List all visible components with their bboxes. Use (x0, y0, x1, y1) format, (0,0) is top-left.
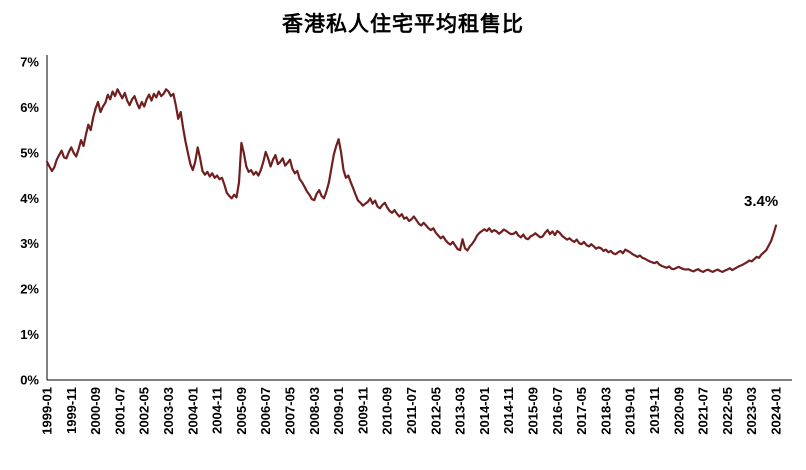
x-tick-label: 2005-09 (234, 387, 249, 435)
y-tick-label: 6% (20, 100, 39, 115)
x-tick-label: 2009-01 (331, 387, 346, 435)
x-tick-label: 1999-11 (64, 387, 79, 434)
y-tick-label: 7% (20, 55, 39, 70)
x-tick-label: 2019-11 (647, 387, 662, 434)
x-tick-label: 2009-11 (355, 387, 370, 434)
y-tick-label: 2% (20, 282, 39, 297)
x-tick-label: 2004-01 (185, 387, 200, 435)
y-tick-label: 0% (20, 373, 39, 388)
series-line (45, 88, 778, 273)
x-tick-label: 2007-05 (283, 387, 298, 435)
x-tick-label: 2021-07 (696, 387, 711, 435)
x-tick-label: 2020-09 (671, 387, 686, 435)
y-tick-label: 3% (20, 236, 39, 251)
x-tick-label: 2002-05 (137, 387, 152, 435)
y-tick-label: 4% (20, 191, 39, 206)
chart-title: 香港私人住宅平均租售比 (282, 13, 524, 36)
x-tick-label: 2014-01 (477, 387, 492, 435)
x-tick-label: 2019-01 (623, 387, 638, 435)
x-tick-label: 2018-03 (598, 387, 613, 435)
x-tick-label: 2011-07 (404, 387, 419, 434)
x-tick-label: 2016-07 (550, 387, 565, 435)
y-tick-label: 1% (20, 327, 39, 342)
x-tick-label: 2012-05 (428, 387, 443, 435)
x-tick-label: 2003-03 (161, 387, 176, 435)
x-tick-label: 2010-09 (380, 387, 395, 435)
x-tick-label: 2014-11 (501, 387, 516, 434)
y-tick-label: 5% (20, 145, 39, 160)
x-tick-label: 1999-01 (40, 387, 55, 435)
x-tick-label: 2001-07 (112, 387, 127, 435)
last-value-label: 3.4% (744, 193, 779, 210)
x-tick-label: 2022-05 (720, 387, 735, 435)
x-tick-label: 2008-03 (307, 387, 322, 435)
x-tick-label: 2004-11 (210, 387, 225, 434)
x-tick-label: 2006-07 (258, 387, 273, 435)
x-tick-label: 2024-01 (769, 387, 784, 435)
x-tick-label: 2000-09 (88, 387, 103, 435)
x-tick-label: 2015-09 (526, 387, 541, 435)
x-tick-label: 2023-03 (744, 387, 759, 435)
x-tick-label: 2017-05 (574, 387, 589, 435)
x-tick-label: 2013-03 (453, 387, 468, 435)
